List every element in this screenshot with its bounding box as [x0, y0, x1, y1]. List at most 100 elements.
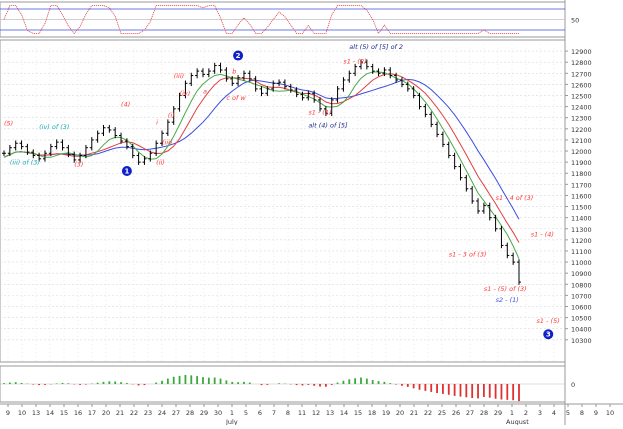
price-tick-label: 12100 [571, 137, 592, 145]
wave-circle-marker [121, 166, 132, 177]
x-tick-label: 1 [510, 409, 514, 417]
wave-annotation: (iii) [174, 72, 185, 80]
wave-circle-label: 2 [236, 52, 241, 60]
x-tick-label: 28 [186, 409, 194, 417]
x-tick-label: 9 [594, 409, 598, 417]
wave-circle-label: 3 [546, 331, 551, 339]
x-tick-label: 4 [552, 409, 556, 417]
x-tick-label: 29 [200, 409, 208, 417]
histogram-tick-label: 0 [571, 381, 575, 389]
x-tick-label: 10 [18, 409, 26, 417]
x-tick-label: 24 [158, 409, 166, 417]
x-tick-label: 18 [368, 409, 376, 417]
wave-annotation: (iv) [180, 90, 191, 98]
x-tick-label: 13 [32, 409, 40, 417]
x-tick-label: 19 [382, 409, 390, 417]
wave-annotation: s1 - (2) [343, 57, 366, 65]
x-tick-label: 9 [6, 409, 10, 417]
x-tick-label: 28 [480, 409, 488, 417]
wave-annotation: (i) [168, 112, 175, 120]
wave-annotation: s1 - (4) [531, 231, 554, 239]
oscillator-tick-label: 50 [571, 17, 579, 25]
x-tick-label: 14 [46, 409, 54, 417]
wave-circle-marker [543, 329, 554, 340]
price-tick-label: 11200 [571, 237, 592, 245]
x-tick-label: 15 [354, 409, 362, 417]
wave-annotation: s2 - (1) [496, 296, 519, 304]
price-tick-label: 11800 [571, 170, 592, 178]
price-tick-label: 11400 [571, 215, 592, 223]
wave-annotation: (3) [74, 161, 83, 169]
price-tick-label: 11300 [571, 226, 592, 234]
price-tick-label: 12500 [571, 93, 592, 101]
x-tick-label: 21 [116, 409, 124, 417]
wave-annotation: s1 - (5) of (3) [484, 285, 527, 293]
wave-annotation: alt (4) of [5] [308, 122, 348, 130]
price-tick-label: 10400 [571, 326, 592, 334]
x-tick-label: 7 [272, 409, 276, 417]
price-tick-label: 10600 [571, 303, 592, 311]
wave-annotation: s1 - (5) [537, 317, 560, 325]
wave-annotation: b [232, 67, 236, 75]
price-tick-label: 11000 [571, 259, 592, 267]
wave-annotation: s1 - 3 of (3) [449, 251, 487, 259]
wave-annotation: (4) [121, 101, 130, 109]
wave-annotation: a [203, 87, 207, 95]
x-tick-label: 27 [172, 409, 180, 417]
x-tick-label: 20 [102, 409, 110, 417]
x-tick-label: 30 [214, 409, 222, 417]
x-tick-label: 5 [566, 409, 570, 417]
price-tick-label: 12600 [571, 81, 592, 89]
x-tick-label: 25 [438, 409, 446, 417]
x-tick-label: 6 [258, 409, 262, 417]
price-tick-label: 10800 [571, 281, 592, 289]
wave-annotation: alt (5) of [5] of 2 [349, 43, 403, 51]
price-tick-label: 11700 [571, 181, 592, 189]
moving-average-blue [3, 78, 520, 220]
x-tick-label: 1 [230, 409, 234, 417]
wave-annotation: c of w [226, 94, 246, 102]
price-tick-label: 11600 [571, 192, 592, 200]
price-tick-label: 12200 [571, 126, 592, 134]
wave-circle-label: 1 [124, 168, 129, 176]
x-tick-label: 26 [452, 409, 460, 417]
price-tick-label: 11100 [571, 248, 592, 256]
price-tick-label: 10300 [571, 337, 592, 345]
x-tick-label: 14 [340, 409, 348, 417]
x-tick-label: 13 [326, 409, 334, 417]
x-tick-label: 15 [60, 409, 68, 417]
wave-annotation: (iii) [162, 138, 173, 146]
wave-annotation: s1 - (1) [308, 108, 331, 116]
wave-annotation: (5) [4, 119, 13, 127]
price-panel [0, 39, 566, 363]
x-month-label: July [225, 418, 238, 425]
price-tick-label: 10500 [571, 315, 592, 323]
x-tick-label: 29 [494, 409, 502, 417]
price-tick-label: 11900 [571, 159, 592, 167]
x-month-label: August [506, 418, 529, 425]
price-tick-label: 11500 [571, 204, 592, 212]
x-tick-label: 10 [606, 409, 614, 417]
price-tick-label: 10900 [571, 270, 592, 278]
x-tick-label: 23 [144, 409, 152, 417]
x-tick-label: 3 [538, 409, 542, 417]
wave-annotation: i [156, 118, 158, 126]
x-tick-label: 27 [466, 409, 474, 417]
x-tick-label: 22 [130, 409, 138, 417]
wave-annotation: (iii) of (3) [10, 158, 40, 166]
x-tick-label: 8 [286, 409, 290, 417]
wave-circle-marker [233, 50, 244, 61]
price-tick-label: 12900 [571, 48, 592, 56]
wave-annotation: s1 - 4 of (3) [496, 194, 534, 202]
moving-average-red [3, 73, 520, 243]
x-tick-label: 2 [524, 409, 528, 417]
x-tick-label: 21 [410, 409, 418, 417]
price-tick-label: 12800 [571, 59, 592, 67]
x-tick-label: 12 [312, 409, 320, 417]
x-tick-label: 16 [74, 409, 82, 417]
oscillator-line [3, 5, 519, 35]
wave-annotation: (iv) of (3) [39, 123, 69, 131]
x-tick-label: 17 [88, 409, 96, 417]
